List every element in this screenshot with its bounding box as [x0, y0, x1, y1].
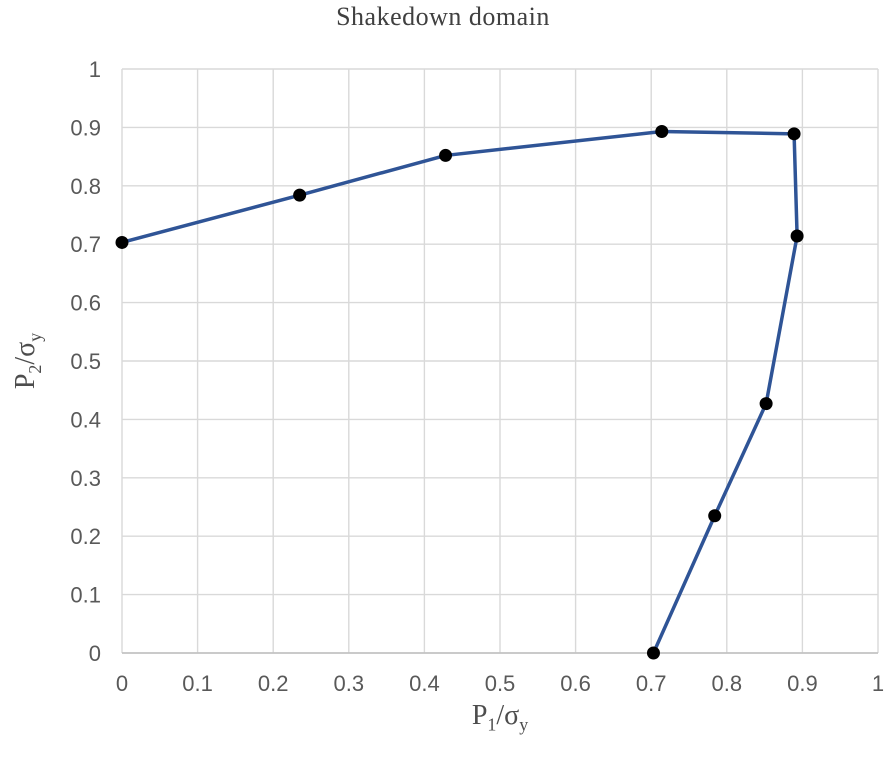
y-tick-label: 0.9	[70, 115, 101, 140]
x-tick-label: 0.8	[712, 671, 743, 696]
y-tick-label: 0.1	[70, 583, 101, 608]
data-point-marker	[646, 646, 660, 660]
data-point-marker	[708, 509, 722, 523]
y-tick-label: 0.3	[70, 466, 101, 491]
y-tick-label: 1	[89, 57, 101, 82]
data-point-marker	[439, 148, 453, 162]
x-axis-title: P1/σy	[122, 700, 878, 736]
x-axis-title-base: P	[471, 700, 488, 731]
y-axis-title-base: P	[10, 373, 42, 390]
y-tick-label: 0.5	[70, 349, 101, 374]
x-axis-title-base-sub: 1	[487, 714, 497, 735]
x-tick-label: 0.9	[787, 671, 818, 696]
x-axis-title-denominator-sub: y	[519, 714, 529, 735]
chart-title: Shakedown domain	[336, 2, 550, 31]
x-tick-label: 0	[116, 671, 128, 696]
x-tick-label: 0.4	[409, 671, 440, 696]
y-tick-label: 0.2	[70, 524, 101, 549]
y-tick-label: 0	[89, 641, 101, 666]
y-axis-title-base-sub: 2	[24, 364, 45, 374]
y-tick-label: 0.6	[70, 291, 101, 316]
y-axis-title-denominator-sub: y	[24, 332, 45, 342]
data-point-marker	[115, 235, 129, 249]
y-axis-title-divider: /	[10, 356, 42, 365]
x-axis-title-denominator: σ	[504, 700, 520, 731]
data-point-marker	[787, 127, 801, 141]
x-tick-label: 0.6	[560, 671, 591, 696]
data-point-marker	[293, 188, 307, 202]
x-tick-label: 1	[872, 671, 884, 696]
x-tick-label: 0.5	[485, 671, 516, 696]
y-tick-label: 0.4	[70, 407, 101, 432]
data-point-marker	[790, 229, 804, 243]
y-tick-label: 0.7	[70, 232, 101, 257]
series-line	[120, 129, 799, 655]
x-axis-title-divider: /	[496, 700, 505, 731]
x-tick-label: 0.7	[636, 671, 667, 696]
data-point-marker	[759, 397, 773, 411]
y-axis-title-denominator: σ	[10, 341, 42, 357]
y-axis-title: P2/σy	[10, 333, 46, 389]
x-tick-label: 0.1	[182, 671, 213, 696]
data-point-marker	[655, 124, 669, 138]
x-tick-label: 0.3	[334, 671, 365, 696]
y-tick-label: 0.8	[70, 174, 101, 199]
x-tick-label: 0.2	[258, 671, 289, 696]
